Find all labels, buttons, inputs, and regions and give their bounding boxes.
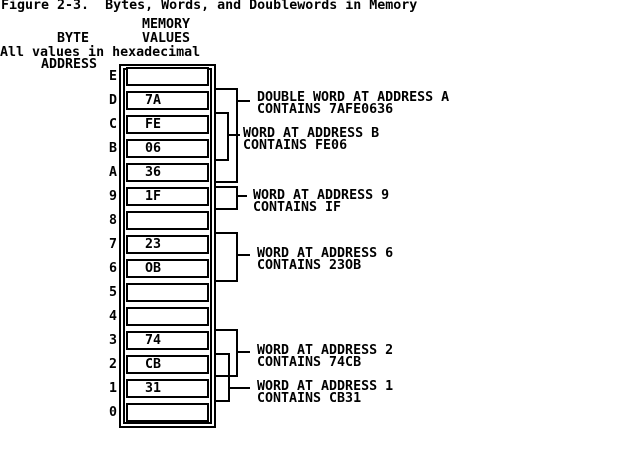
memory-cell [126,139,209,158]
memory-values-header-line2: VALUES [142,31,191,46]
memory-values-header-line1: MEMORY [142,17,191,32]
annotation-label: WORD AT ADDRESS B CONTAINS FE06 [243,126,380,153]
byte-address-label: 8 [108,213,117,228]
byte-address-label: 9 [108,189,117,204]
cell-value: 06 [145,141,162,156]
annotation-label: WORD AT ADDRESS 6 CONTAINS 23OB [257,246,394,273]
byte-address-label: B [108,141,117,156]
cell-value: 74 [145,333,162,348]
figure-title: Figure 2-3. Bytes, Words, and Doubleword… [1,0,418,13]
annotation-line1: WORD AT ADDRESS 6 [257,246,394,261]
memory-cell [126,211,209,230]
cell-value: 36 [145,165,162,180]
annotation-line2: CONTAINS FE06 [243,138,348,153]
byte-header: BYTE [57,31,90,46]
annotation-label: WORD AT ADDRESS 2 CONTAINS 74CB [257,343,394,370]
annotation-line2: CONTAINS IF [253,200,342,215]
memory-cell [126,259,209,278]
byte-address-label: 2 [108,357,117,372]
cell-value: CB [145,357,162,372]
byte-address-label: 0 [108,405,117,420]
memory-cell [126,283,209,302]
annotation-line1: DOUBLE WORD AT ADDRESS A [257,90,450,105]
byte-address-label: 7 [108,237,117,252]
address-header: ADDRESS [41,57,98,72]
memory-cell [126,331,209,350]
cell-value: 31 [145,381,162,396]
memory-cell [126,187,209,206]
annotation-line1: WORD AT ADDRESS B [243,126,380,141]
annotation-label: DOUBLE WORD AT ADDRESS A CONTAINS 7AFE063… [257,90,450,117]
byte-address-label: 4 [108,309,117,324]
annotation-line1: WORD AT ADDRESS 2 [257,343,394,358]
byte-address-label: 3 [108,333,117,348]
cell-value: OB [145,261,162,276]
byte-address-label: C [108,117,117,132]
bracket-word-6 [215,232,250,282]
bracket-word-2 [215,329,250,377]
annotation-line2: CONTAINS 74CB [257,355,362,370]
memory-cell [126,307,209,326]
byte-address-label: E [108,69,117,84]
memory-cell [126,163,209,182]
byte-address-label: 5 [108,285,117,300]
bracket-word-b [215,112,240,161]
cell-value: 7A [145,93,162,108]
memory-cell [126,403,209,422]
annotation-label: WORD AT ADDRESS 1 CONTAINS CB31 [257,379,394,406]
byte-address-label: D [108,93,117,108]
annotation-line2: CONTAINS 23OB [257,258,362,273]
memory-cell [126,355,209,374]
memory-cell [126,379,209,398]
bracket-word-9 [215,186,247,210]
memory-cell [126,67,209,86]
byte-address-label: 6 [108,261,117,276]
annotation-line2: CONTAINS CB31 [257,391,362,406]
byte-address-label: 1 [108,381,117,396]
annotation-line2: CONTAINS 7AFE0636 [257,102,394,117]
cell-value: FE [145,117,162,132]
annotation-line1: WORD AT ADDRESS 1 [257,379,394,394]
hexadecimal-note: All values in hexadecimal [0,45,201,60]
memory-cell [126,235,209,254]
cell-value: 23 [145,237,162,252]
annotation-line1: WORD AT ADDRESS 9 [253,188,390,203]
bracket-word-1 [215,353,250,402]
memory-cell [126,91,209,110]
annotation-label: WORD AT ADDRESS 9 CONTAINS IF [253,188,390,215]
cell-value: 1F [145,189,162,204]
memory-cell [126,115,209,134]
byte-address-label: A [108,165,117,180]
